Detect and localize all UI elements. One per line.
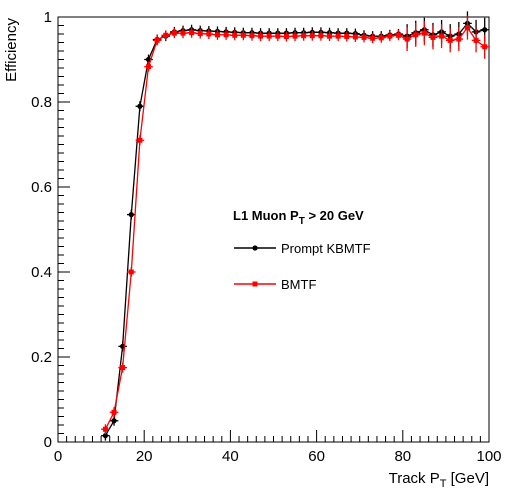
legend-header-rest: > 20 GeV: [305, 208, 364, 223]
y-axis-title: Efficiency: [3, 18, 20, 82]
legend-label-bmtf: BMTF: [281, 277, 316, 292]
legend-marker-kbmtf: [252, 245, 258, 251]
data-point: [232, 32, 238, 38]
y-axis-ticks: 0 0.2 0.4 0.6 0.8 1: [31, 9, 70, 451]
data-point: [154, 37, 160, 43]
data-point: [102, 433, 109, 439]
series-layer: [101, 11, 489, 441]
data-point: [197, 31, 203, 37]
y-tick-label: 1: [44, 9, 52, 26]
data-point: [473, 37, 479, 43]
data-point: [447, 37, 453, 43]
data-point: [378, 35, 384, 41]
data-point: [318, 33, 324, 39]
data-point: [180, 30, 186, 36]
legend-header-sub: T: [299, 216, 305, 227]
x-tick-label: 100: [476, 448, 501, 465]
legend-header: L1 Muon PT > 20 GeV: [233, 208, 364, 227]
data-point: [421, 30, 427, 36]
data-point: [327, 33, 333, 39]
y-tick-label: 0.4: [31, 264, 52, 281]
data-point: [413, 32, 419, 38]
data-point: [404, 36, 410, 42]
data-point: [214, 32, 220, 38]
data-point: [370, 35, 376, 41]
x-axis-title-main: Track P: [389, 470, 440, 487]
data-point: [128, 212, 134, 218]
data-point: [309, 33, 315, 39]
data-point: [128, 269, 134, 275]
data-point: [249, 33, 255, 39]
legend-header-main: L1 Muon P: [233, 208, 299, 223]
y-tick-label: 0.8: [31, 94, 52, 111]
data-point: [206, 31, 212, 37]
plot-frame: [57, 16, 490, 443]
data-point: [464, 25, 470, 31]
data-point: [258, 33, 264, 39]
data-point: [171, 30, 177, 36]
y-tick-label: 0: [44, 434, 52, 451]
data-point: [283, 34, 289, 40]
x-tick-label: 0: [54, 448, 62, 465]
data-point: [137, 137, 143, 143]
data-point: [275, 33, 281, 39]
data-point: [344, 34, 350, 40]
legend-label-kbmtf: Prompt KBMTF: [281, 241, 371, 256]
series-line: [104, 22, 485, 436]
data-point: [361, 34, 367, 40]
data-point: [189, 30, 195, 36]
series-bmtf: [101, 15, 489, 435]
data-point: [223, 32, 229, 38]
data-point: [387, 33, 393, 39]
x-axis-title-sub: T: [440, 478, 447, 490]
data-point: [111, 409, 117, 415]
data-point: [395, 32, 401, 38]
data-point: [352, 34, 358, 40]
y-tick-label: 0.2: [31, 349, 52, 366]
data-point: [482, 44, 488, 50]
x-axis-title-unit: [GeV]: [446, 470, 489, 487]
data-point: [482, 27, 488, 33]
data-point: [456, 36, 462, 42]
x-tick-label: 40: [222, 448, 239, 465]
x-tick-label: 20: [136, 448, 153, 465]
series-line: [104, 26, 486, 430]
data-point: [137, 103, 143, 109]
series-prompt-kbmtf: [101, 11, 489, 441]
data-point: [240, 32, 246, 38]
data-point: [120, 365, 126, 371]
data-point: [335, 33, 341, 39]
data-point: [439, 33, 445, 39]
data-point: [266, 33, 272, 39]
plot-frame-group: [57, 16, 490, 443]
data-point: [301, 33, 307, 39]
data-point: [163, 32, 169, 38]
y-tick-label: 0.6: [31, 179, 52, 196]
legend: L1 Muon PT > 20 GeV Prompt KBMTF BMTF: [233, 208, 371, 292]
legend-marker-bmtf: [252, 281, 258, 287]
data-point: [102, 426, 108, 432]
data-point: [430, 34, 436, 40]
data-point: [111, 418, 117, 424]
x-axis-ticks: 0 20 40 60 80 100: [54, 430, 502, 465]
x-tick-label: 80: [394, 448, 411, 465]
data-point: [292, 33, 298, 39]
x-tick-label: 60: [308, 448, 325, 465]
x-axis-title: Track PT [GeV]: [389, 470, 489, 490]
data-point: [146, 64, 152, 70]
